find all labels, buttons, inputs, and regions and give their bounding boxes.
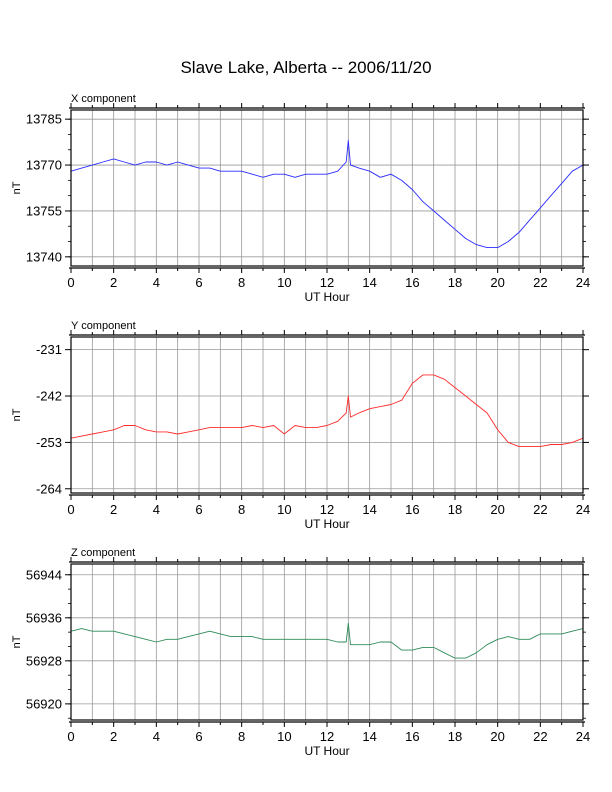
panel-label: X component (71, 93, 136, 105)
y-tick-label: 56928 (26, 653, 62, 668)
y-tick-label: 13770 (26, 158, 62, 173)
y-axis-label: nT (11, 408, 23, 421)
x-tick-label: 14 (362, 275, 376, 290)
x-tick-label: 10 (277, 275, 291, 290)
y-tick-label: 13785 (26, 112, 62, 127)
x-tick-label: 10 (277, 502, 291, 517)
x-tick-label: 12 (320, 502, 334, 517)
plot-frame (70, 563, 584, 721)
x-tick-label: 20 (490, 729, 504, 744)
x-tick-label: 8 (238, 729, 245, 744)
x-tick-label: 4 (153, 502, 160, 517)
x-tick-label: 2 (110, 502, 117, 517)
x-tick-label: 8 (238, 502, 245, 517)
y-axis-label: nT (11, 635, 23, 648)
x-tick-label: 22 (533, 275, 547, 290)
x-tick-label: 0 (67, 502, 74, 517)
y-tick-label: -231 (36, 342, 62, 357)
x-tick-label: 20 (490, 275, 504, 290)
x-tick-label: 18 (448, 275, 462, 290)
x-tick-label: 16 (405, 275, 419, 290)
y-tick-label: 56920 (26, 696, 62, 711)
x-tick-label: 4 (153, 729, 160, 744)
series-line (70, 622, 584, 659)
page-title: Slave Lake, Alberta -- 2006/11/20 (180, 58, 432, 77)
x-tick-label: 24 (576, 729, 590, 744)
y-axis-label: nT (11, 181, 23, 194)
x-tick-label: 6 (195, 729, 202, 744)
x-tick-label: 20 (490, 502, 504, 517)
x-tick-label: 0 (67, 275, 74, 290)
x-tick-label: 22 (533, 502, 547, 517)
y-tick-label: 13755 (26, 203, 62, 218)
x-tick-label: 14 (362, 729, 376, 744)
x-axis-label: UT Hour (304, 517, 349, 531)
panel-label: Z component (71, 547, 135, 559)
x-axis-label: UT Hour (304, 290, 349, 304)
x-tick-label: 4 (153, 275, 160, 290)
x-tick-label: 18 (448, 729, 462, 744)
x-tick-label: 6 (195, 502, 202, 517)
x-tick-label: 2 (110, 729, 117, 744)
x-tick-label: 6 (195, 275, 202, 290)
x-tick-label: 22 (533, 729, 547, 744)
y-tick-label: -264 (36, 481, 62, 496)
plot-frame (70, 109, 584, 267)
panel-label: Y component (71, 320, 136, 332)
series-line (70, 374, 584, 448)
x-tick-label: 10 (277, 729, 291, 744)
x-tick-label: 24 (576, 502, 590, 517)
y-tick-label: 56936 (26, 610, 62, 625)
x-tick-label: 14 (362, 502, 376, 517)
x-tick-label: 8 (238, 275, 245, 290)
x-tick-label: 12 (320, 275, 334, 290)
y-tick-label: 56944 (26, 567, 62, 582)
x-tick-label: 0 (67, 729, 74, 744)
x-tick-label: 16 (405, 729, 419, 744)
plot-frame (70, 336, 584, 494)
x-component-panel: 0 2 4 6 8 10 12 14 16 18 20 22 241374013755137701378… (11, 93, 590, 304)
x-tick-label: 18 (448, 502, 462, 517)
series-line (70, 140, 584, 249)
x-tick-label: 24 (576, 275, 590, 290)
x-tick-label: 12 (320, 729, 334, 744)
x-tick-label: 16 (405, 502, 419, 517)
y-tick-label: 13740 (26, 249, 62, 264)
y-tick-label: -253 (36, 435, 62, 450)
x-axis-label: UT Hour (304, 744, 349, 758)
y-tick-label: -242 (36, 389, 62, 404)
z-component-panel: 0 2 4 6 8 10 12 14 16 18 20 22 245692056928569365694… (11, 547, 590, 758)
x-tick-label: 2 (110, 275, 117, 290)
